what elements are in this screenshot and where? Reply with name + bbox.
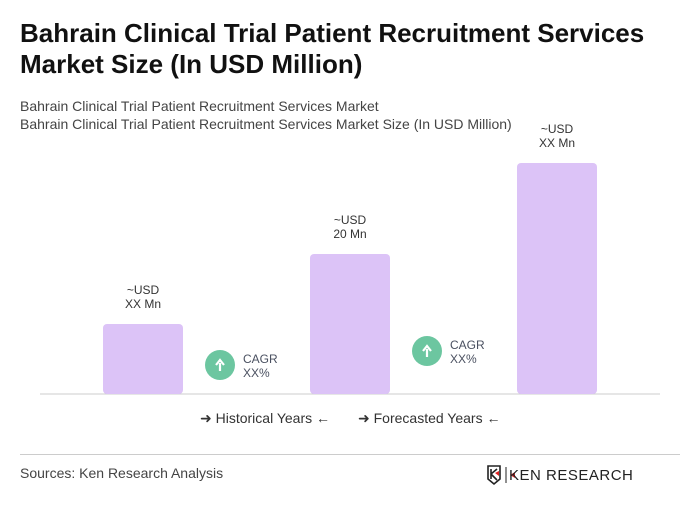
data-label: XX Mn [125, 297, 161, 311]
data-label: 20 Mn [333, 227, 366, 241]
data-label: ~USD [541, 122, 574, 136]
data-label: ~USD [127, 283, 160, 297]
data-label: XX Mn [539, 136, 575, 150]
arrow-left-icon: ← [316, 410, 331, 426]
legend-forecasted: ➜ Forecasted Years ← [358, 410, 500, 427]
bar [103, 324, 183, 394]
ken-research-logo: KEN RESEARCH [487, 465, 633, 486]
cagr-label: CAGR [450, 338, 485, 352]
cagr-label: XX% [243, 366, 270, 380]
arrow-up-icon [215, 358, 225, 371]
svg-text:KEN RESEARCH: KEN RESEARCH [509, 467, 633, 484]
footer-divider [20, 454, 680, 455]
arrow-left-icon: ← [486, 410, 501, 426]
subtitle-1: Bahrain Clinical Trial Patient Recruitme… [20, 98, 379, 114]
legend-historical-label: Historical Years [215, 410, 313, 426]
bar [310, 254, 390, 394]
arrow-right-icon: ➜ [200, 410, 212, 426]
cagr-label: XX% [450, 352, 477, 366]
legend-forecasted-label: Forecasted Years [373, 410, 483, 426]
legend-historical: ➜ Historical Years ← [200, 410, 330, 427]
subtitle-2: Bahrain Clinical Trial Patient Recruitme… [20, 116, 512, 132]
bar [517, 163, 597, 394]
arrow-up-icon [422, 344, 432, 357]
chart-title: Bahrain Clinical Trial Patient Recruitme… [20, 18, 645, 79]
data-label: ~USD [334, 213, 367, 227]
cagr-label: CAGR [243, 352, 278, 366]
arrow-right-icon: ➜ [358, 410, 370, 426]
source-text: Sources: Ken Research Analysis [20, 465, 224, 481]
